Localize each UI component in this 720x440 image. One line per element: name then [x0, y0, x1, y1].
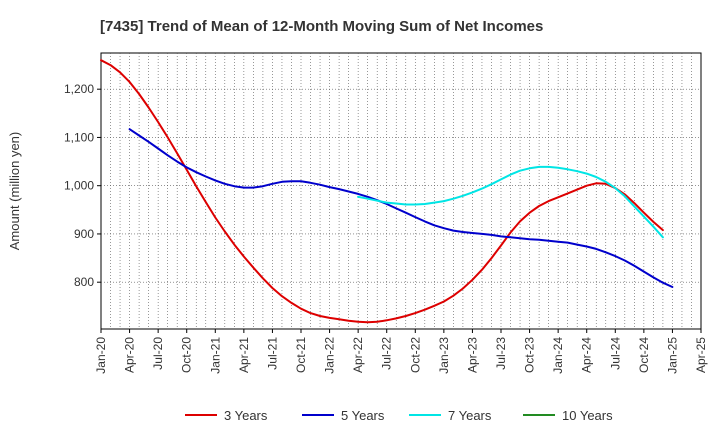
y-tick-label: 800 — [74, 275, 94, 289]
x-tick-label: Jan-21 — [208, 337, 222, 374]
x-tick-label: Oct-21 — [294, 337, 308, 373]
x-tick-label: Jul-23 — [494, 337, 508, 370]
x-tick-label: Apr-20 — [123, 337, 137, 373]
plot-area — [100, 52, 702, 330]
x-tick-label: Jan-20 — [94, 337, 108, 374]
y-tick-label: 900 — [74, 227, 94, 241]
y-tick-label: 1,000 — [64, 179, 94, 193]
series-line-5-years — [128, 128, 674, 288]
chart-title: [7435] Trend of Mean of 12-Month Moving … — [100, 18, 543, 35]
x-tick-label: Jan-23 — [437, 337, 451, 374]
series-line-7-years — [357, 165, 664, 239]
x-tick-label: Oct-22 — [408, 337, 422, 373]
x-tick-label: Jul-21 — [265, 337, 279, 370]
x-tick-label: Jan-24 — [551, 337, 565, 374]
legend-label: 5 Years — [341, 408, 385, 423]
x-tick-label: Apr-24 — [580, 337, 594, 373]
legend-label: 3 Years — [224, 408, 268, 423]
x-tick-label: Oct-23 — [523, 337, 537, 373]
x-tick-label: Jan-25 — [665, 337, 679, 374]
x-tick-label: Jul-22 — [380, 337, 394, 370]
legend-label: 7 Years — [448, 408, 492, 423]
x-tick-label: Apr-25 — [694, 337, 708, 373]
x-tick-label: Oct-20 — [180, 337, 194, 373]
x-tick-label: Jul-24 — [608, 337, 622, 370]
x-tick-label: Apr-22 — [351, 337, 365, 373]
legend-label: 10 Years — [562, 408, 613, 423]
x-tick-label: Jan-22 — [323, 337, 337, 374]
x-tick-label: Apr-23 — [465, 337, 479, 373]
y-tick-label: 1,200 — [64, 82, 94, 96]
x-axis-ticks: Jan-20 Apr-20 Jul-20 Oct-20 Jan-21 Apr-21 Jul-… — [94, 329, 708, 374]
y-tick-label: 1,100 — [64, 130, 94, 144]
y-axis-ticks: 800 900 1,000 1,100 1,200 — [64, 82, 101, 289]
grid — [101, 53, 701, 329]
x-tick-label: Oct-24 — [637, 337, 651, 373]
series-line-3-years — [100, 59, 664, 324]
x-tick-label: Jul-20 — [151, 337, 165, 370]
legend: 3 Years 5 Years 7 Years 10 Years — [185, 408, 613, 423]
x-tick-label: Apr-21 — [237, 337, 251, 373]
series-lines — [100, 59, 674, 324]
y-axis-label: Amount (million yen) — [7, 132, 22, 251]
